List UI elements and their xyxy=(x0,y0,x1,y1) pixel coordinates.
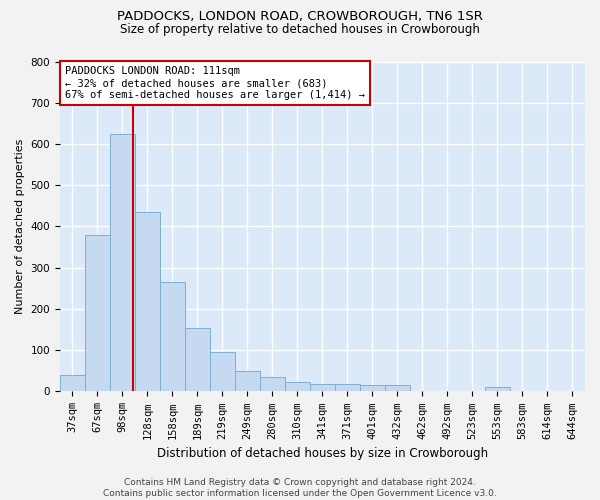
Bar xyxy=(235,371,260,392)
Bar xyxy=(485,388,510,392)
Y-axis label: Number of detached properties: Number of detached properties xyxy=(15,139,25,314)
Bar xyxy=(160,282,185,392)
Bar xyxy=(185,328,210,392)
Bar xyxy=(335,384,360,392)
Bar xyxy=(210,352,235,392)
Bar xyxy=(385,385,410,392)
Bar xyxy=(310,384,335,392)
Bar xyxy=(285,382,310,392)
Text: Size of property relative to detached houses in Crowborough: Size of property relative to detached ho… xyxy=(120,22,480,36)
Bar xyxy=(85,234,110,392)
Bar xyxy=(110,134,135,392)
Bar xyxy=(260,377,285,392)
Bar xyxy=(360,385,385,392)
X-axis label: Distribution of detached houses by size in Crowborough: Distribution of detached houses by size … xyxy=(157,447,488,460)
Text: PADDOCKS LONDON ROAD: 111sqm
← 32% of detached houses are smaller (683)
67% of s: PADDOCKS LONDON ROAD: 111sqm ← 32% of de… xyxy=(65,66,365,100)
Bar xyxy=(135,212,160,392)
Bar xyxy=(60,375,85,392)
Text: Contains HM Land Registry data © Crown copyright and database right 2024.
Contai: Contains HM Land Registry data © Crown c… xyxy=(103,478,497,498)
Text: PADDOCKS, LONDON ROAD, CROWBOROUGH, TN6 1SR: PADDOCKS, LONDON ROAD, CROWBOROUGH, TN6 … xyxy=(117,10,483,23)
